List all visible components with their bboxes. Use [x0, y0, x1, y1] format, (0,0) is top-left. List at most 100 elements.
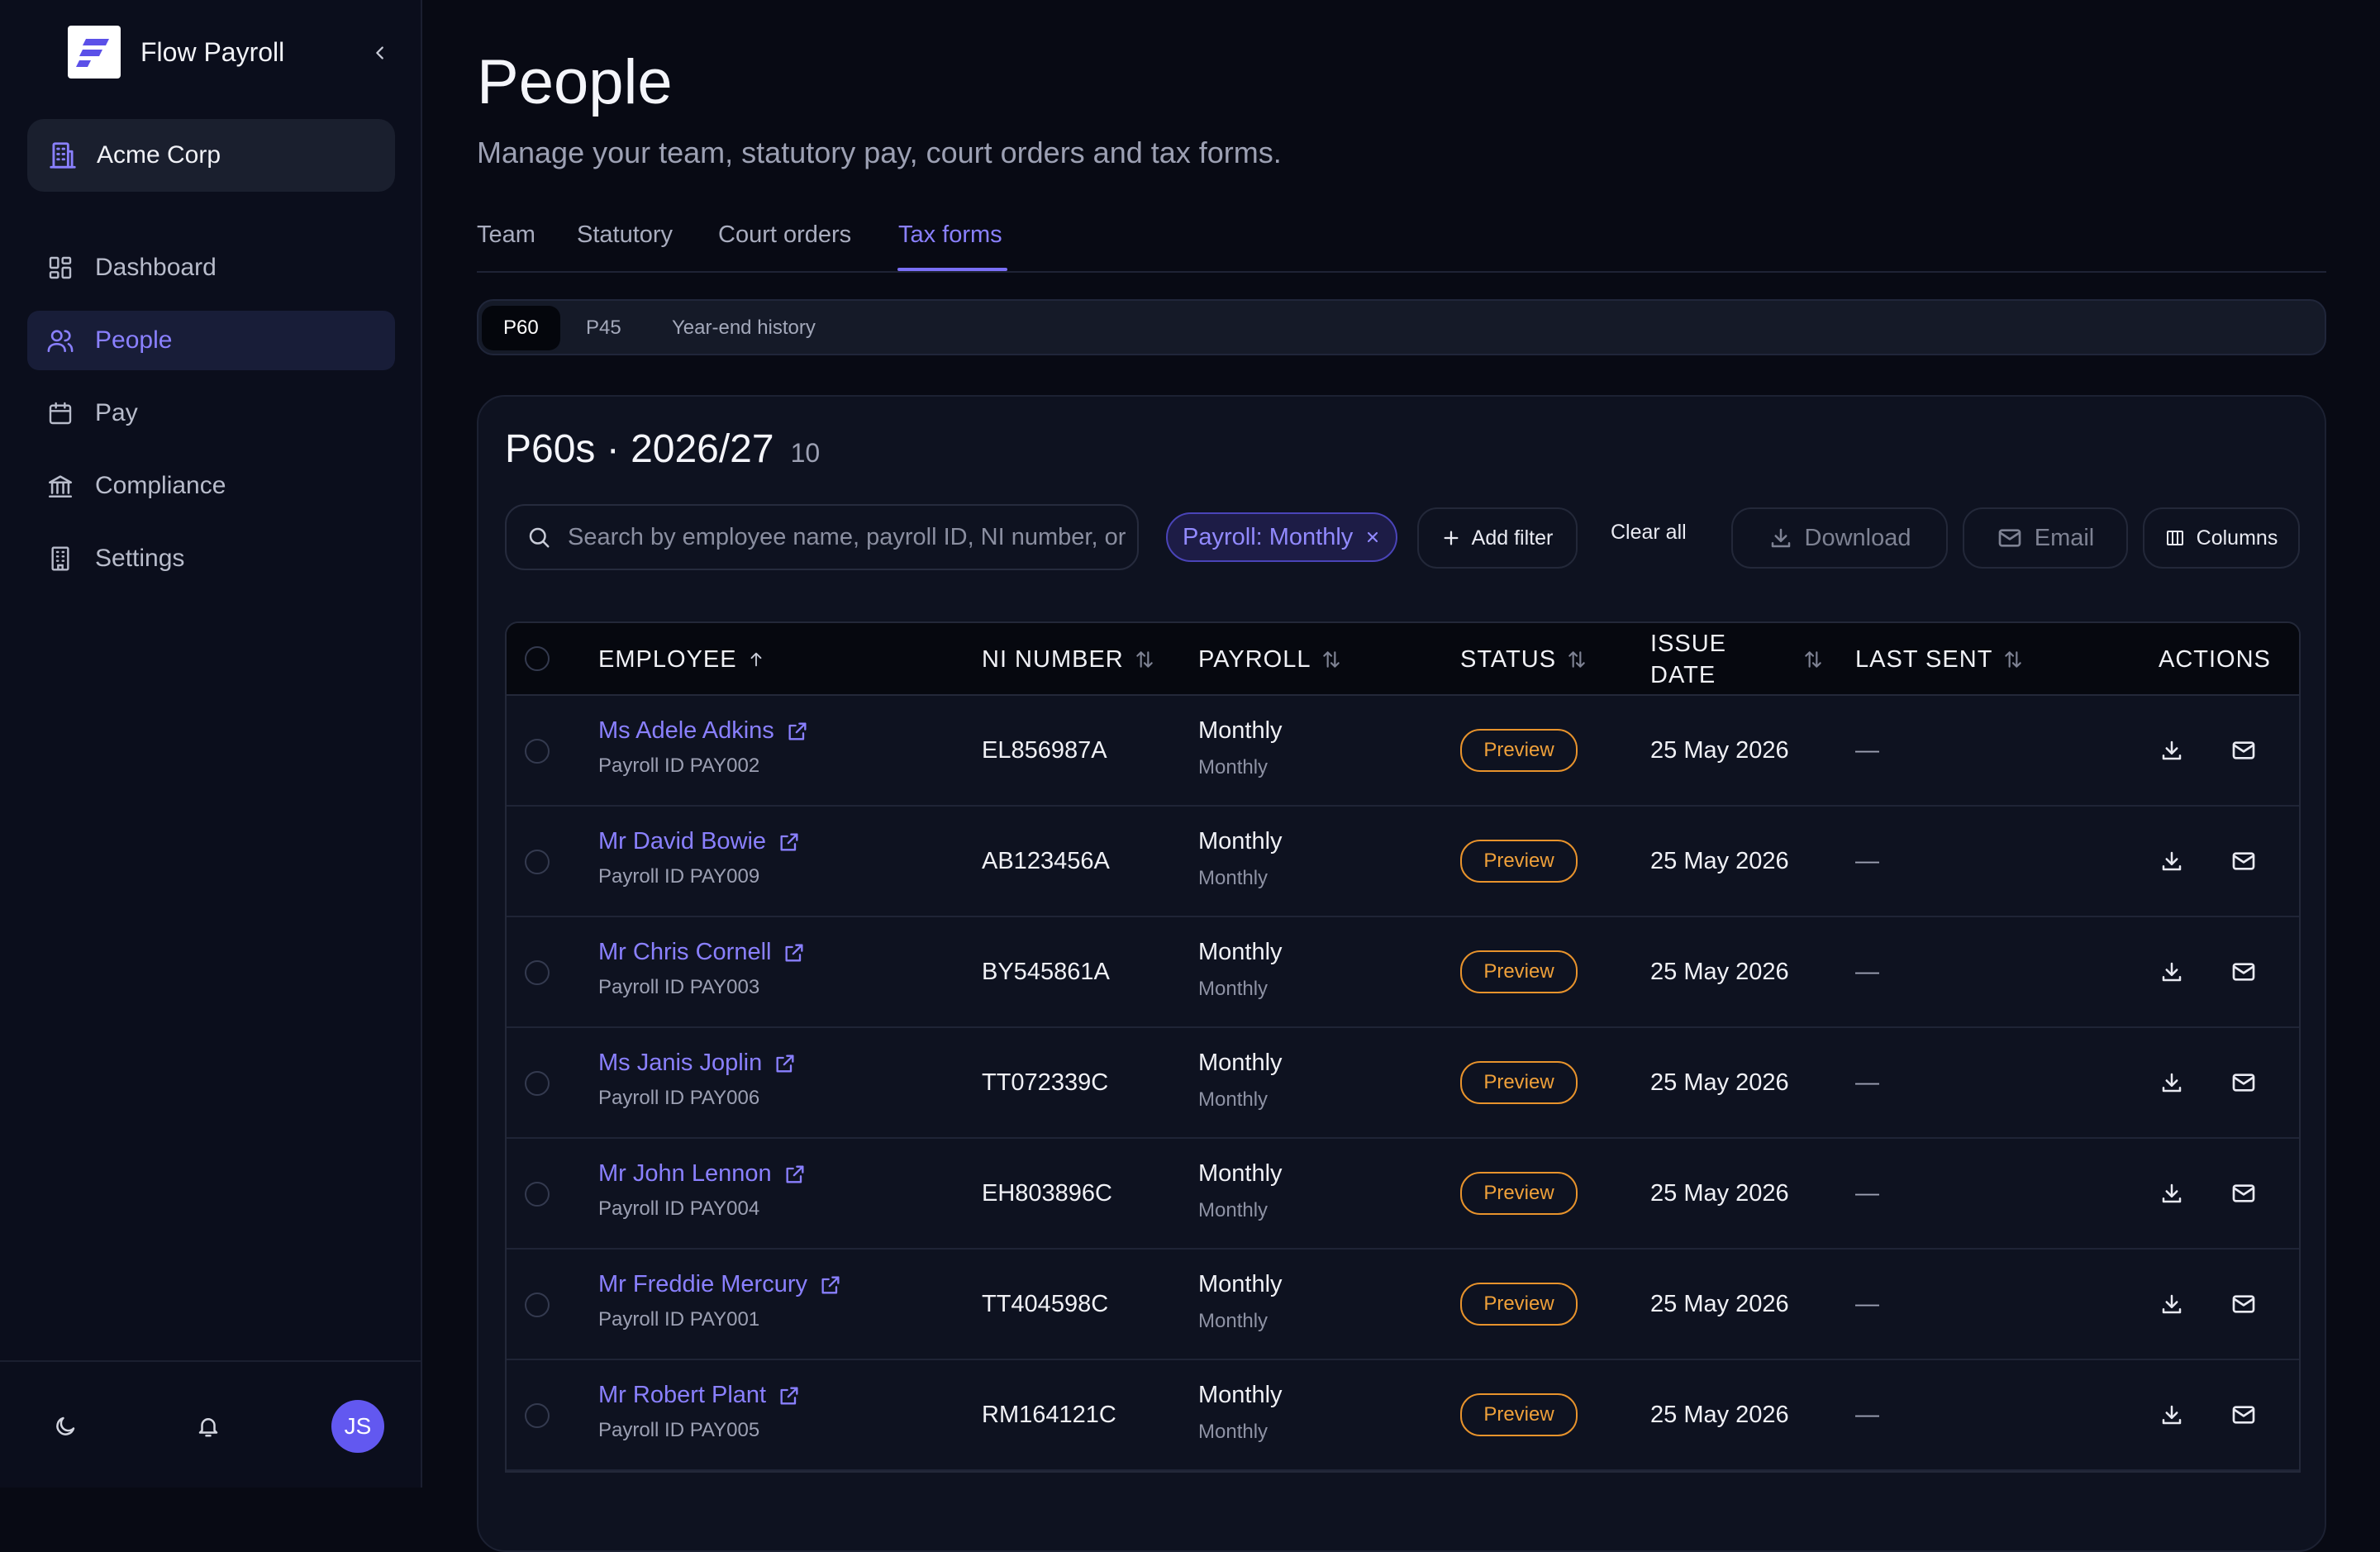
avatar[interactable]: JS: [331, 1400, 384, 1453]
close-icon[interactable]: [1364, 529, 1381, 545]
table-row[interactable]: Mr David Bowie Payroll ID PAY009 AB123456A…: [507, 807, 2299, 917]
subtab-p45[interactable]: P45: [586, 317, 621, 339]
external-link-icon[interactable]: [786, 720, 809, 743]
sidebar: Flow Payroll Acme Corp Dashboard People …: [0, 0, 422, 1488]
payroll-frequency: Monthly: [1198, 1160, 1283, 1187]
brand[interactable]: Flow Payroll: [68, 26, 284, 79]
theme-toggle-button[interactable]: [47, 1408, 83, 1445]
table-body: Ms Adele Adkins Payroll ID PAY002 EL856987…: [507, 696, 2299, 1471]
tab-tax-forms[interactable]: Tax forms: [898, 221, 1002, 248]
add-filter-button[interactable]: Add filter: [1417, 507, 1578, 569]
table-row[interactable]: Ms Janis Joplin Payroll ID PAY006 TT072339…: [507, 1028, 2299, 1139]
row-checkbox[interactable]: [525, 1293, 550, 1317]
email-row-button[interactable]: [2227, 1398, 2260, 1431]
employee-link[interactable]: Mr Chris Cornell: [598, 939, 806, 966]
email-row-button[interactable]: [2227, 1066, 2260, 1099]
building-icon: [47, 140, 79, 171]
search-box[interactable]: [505, 504, 1139, 570]
table-row[interactable]: Mr Freddie Mercury Payroll ID PAY001 TT404…: [507, 1250, 2299, 1360]
filter-chip-payroll[interactable]: Payroll: Monthly: [1166, 512, 1398, 562]
ni-number: AB123456A: [982, 848, 1110, 874]
external-link-icon[interactable]: [778, 831, 801, 854]
sidebar-item-settings[interactable]: Settings: [27, 529, 395, 588]
download-row-button[interactable]: [2155, 845, 2188, 878]
email-row-button[interactable]: [2227, 1177, 2260, 1210]
download-button[interactable]: Download: [1731, 507, 1948, 569]
external-link-icon[interactable]: [783, 1163, 807, 1186]
row-checkbox[interactable]: [525, 960, 550, 985]
clear-all-button[interactable]: Clear all: [1611, 521, 1687, 544]
download-row-button[interactable]: [2155, 734, 2188, 767]
select-all-checkbox[interactable]: [525, 646, 550, 671]
row-checkbox[interactable]: [525, 1182, 550, 1207]
download-row-button[interactable]: [2155, 1177, 2188, 1210]
download-row-button[interactable]: [2155, 1398, 2188, 1431]
collapse-sidebar-button[interactable]: [364, 36, 397, 69]
employee-link[interactable]: Mr David Bowie: [598, 828, 801, 855]
tab-team[interactable]: Team: [477, 221, 536, 248]
sidebar-item-compliance[interactable]: Compliance: [27, 456, 395, 516]
row-checkbox[interactable]: [525, 1403, 550, 1428]
column-employee[interactable]: EMPLOYEE: [598, 623, 765, 696]
last-sent: —: [1855, 1402, 1879, 1428]
external-link-icon[interactable]: [783, 941, 806, 964]
tab-court-orders[interactable]: Court orders: [718, 221, 852, 248]
sidebar-item-dashboard[interactable]: Dashboard: [27, 238, 395, 298]
column-actions-label: ACTIONS: [2159, 645, 2271, 673]
employee-link[interactable]: Mr Robert Plant: [598, 1382, 801, 1409]
columns-button[interactable]: Columns: [2143, 507, 2300, 569]
row-checkbox[interactable]: [525, 850, 550, 874]
sidebar-item-pay[interactable]: Pay: [27, 383, 395, 443]
sidebar-footer: JS: [0, 1360, 421, 1488]
payroll-cell: Monthly Monthly: [1198, 1160, 1283, 1222]
ni-number: TT404598C: [982, 1291, 1109, 1317]
employee-link[interactable]: Mr Freddie Mercury: [598, 1271, 842, 1298]
employee-link[interactable]: Ms Janis Joplin: [598, 1050, 797, 1077]
row-checkbox[interactable]: [525, 739, 550, 764]
email-row-button[interactable]: [2227, 955, 2260, 988]
sidebar-nav: Dashboard People Pay Compliance Settings: [27, 238, 395, 602]
last-sent: —: [1855, 1069, 1879, 1096]
column-ni-number[interactable]: NI NUMBER: [982, 623, 1155, 696]
employee-link[interactable]: Mr John Lennon: [598, 1160, 807, 1188]
subtab-p60[interactable]: P60: [482, 306, 560, 350]
download-icon: [1768, 526, 1793, 550]
row-checkbox[interactable]: [525, 1071, 550, 1096]
column-issue-date[interactable]: ISSUE DATE: [1650, 623, 1821, 696]
sort-icon: [1802, 649, 1824, 670]
table-row[interactable]: Mr Robert Plant Payroll ID PAY005 RM164121…: [507, 1360, 2299, 1471]
status-badge: Preview: [1460, 729, 1578, 772]
plus-icon: [1442, 529, 1460, 547]
external-link-icon[interactable]: [774, 1052, 797, 1075]
email-row-button[interactable]: [2227, 1288, 2260, 1321]
column-status[interactable]: STATUS: [1460, 623, 1587, 696]
download-label: Download: [1804, 524, 1911, 551]
search-input[interactable]: [566, 522, 1137, 552]
payroll-frequency: Monthly: [1198, 1050, 1283, 1076]
sidebar-item-people[interactable]: People: [27, 311, 395, 370]
payroll-id: Payroll ID PAY001: [598, 1308, 760, 1331]
download-row-button[interactable]: [2155, 1288, 2188, 1321]
organization-switcher[interactable]: Acme Corp: [27, 119, 395, 192]
email-row-button[interactable]: [2227, 734, 2260, 767]
download-row-button[interactable]: [2155, 1066, 2188, 1099]
email-button[interactable]: Email: [1963, 507, 2128, 569]
subtab-year-end-history[interactable]: Year-end history: [672, 317, 816, 339]
table-row[interactable]: Mr John Lennon Payroll ID PAY004 EH803896C…: [507, 1139, 2299, 1250]
building-icon: [45, 544, 75, 574]
external-link-icon[interactable]: [819, 1273, 842, 1297]
download-row-button[interactable]: [2155, 955, 2188, 988]
mail-icon: [2230, 1402, 2257, 1428]
notifications-button[interactable]: [190, 1408, 226, 1445]
employee-link[interactable]: Ms Adele Adkins: [598, 717, 809, 745]
employee-name: Mr David Bowie: [598, 828, 767, 855]
columns-icon: [2165, 528, 2185, 548]
external-link-icon[interactable]: [778, 1384, 801, 1407]
table-row[interactable]: Ms Adele Adkins Payroll ID PAY002 EL856987…: [507, 696, 2299, 807]
column-payroll[interactable]: PAYROLL: [1198, 623, 1342, 696]
column-last-sent[interactable]: LAST SENT: [1855, 623, 2024, 696]
table-row[interactable]: Mr Chris Cornell Payroll ID PAY003 BY54586…: [507, 917, 2299, 1028]
email-row-button[interactable]: [2227, 845, 2260, 878]
mail-icon: [2230, 959, 2257, 985]
tab-statutory[interactable]: Statutory: [577, 221, 674, 248]
